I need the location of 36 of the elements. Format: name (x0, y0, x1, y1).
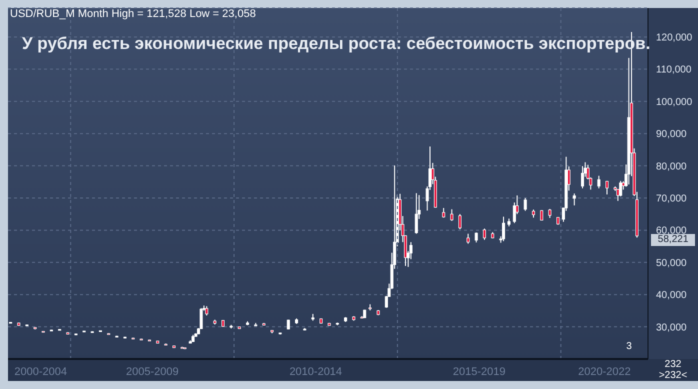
candlestick (205, 306, 208, 316)
x-tick-label: 2000-2004 (14, 366, 67, 378)
x-tick-label: 2010-2014 (289, 366, 342, 378)
y-tick-label: 30,000 (656, 322, 688, 334)
candlestick (450, 208, 454, 222)
candlestick (597, 175, 600, 189)
candlestick (548, 208, 552, 218)
y-tick-label: 110,000 (656, 64, 692, 76)
candlestick (482, 228, 486, 240)
candlestick (580, 166, 584, 189)
candlestick (474, 232, 478, 243)
chart-subtitle: USD/RUB_M Month High = 121,528 Low = 23,058 (10, 8, 256, 20)
candlestick (619, 180, 622, 197)
candlestick (572, 192, 576, 206)
y-tick-label: 90,000 (656, 129, 688, 140)
candlestick (200, 308, 203, 330)
text: 232 (664, 359, 682, 370)
candlestick (466, 233, 470, 244)
candlestick (414, 192, 418, 234)
candlestick (524, 197, 527, 212)
x-tick-label: 2005-2009 (126, 366, 179, 378)
y-tick-label: 40,000 (656, 290, 688, 302)
y-tick-label: 120,000 (656, 32, 693, 44)
y-tick-label: 70,000 (656, 194, 688, 205)
candlestick (605, 180, 609, 195)
candlestick (502, 216, 506, 242)
x-tick-label: 2020-2022 (578, 366, 631, 378)
y-tick-label: 100,000 (656, 96, 693, 108)
candlestick (286, 319, 290, 330)
annotation: 58,221 (651, 234, 696, 246)
y-tick-label: 80,000 (656, 161, 688, 172)
x-tick-label: 2015-2019 (452, 366, 506, 378)
annotation: 3 (625, 341, 633, 352)
text: >232< (658, 370, 688, 381)
y-tick-label: 50,000 (656, 258, 688, 269)
candlestick (458, 214, 462, 230)
